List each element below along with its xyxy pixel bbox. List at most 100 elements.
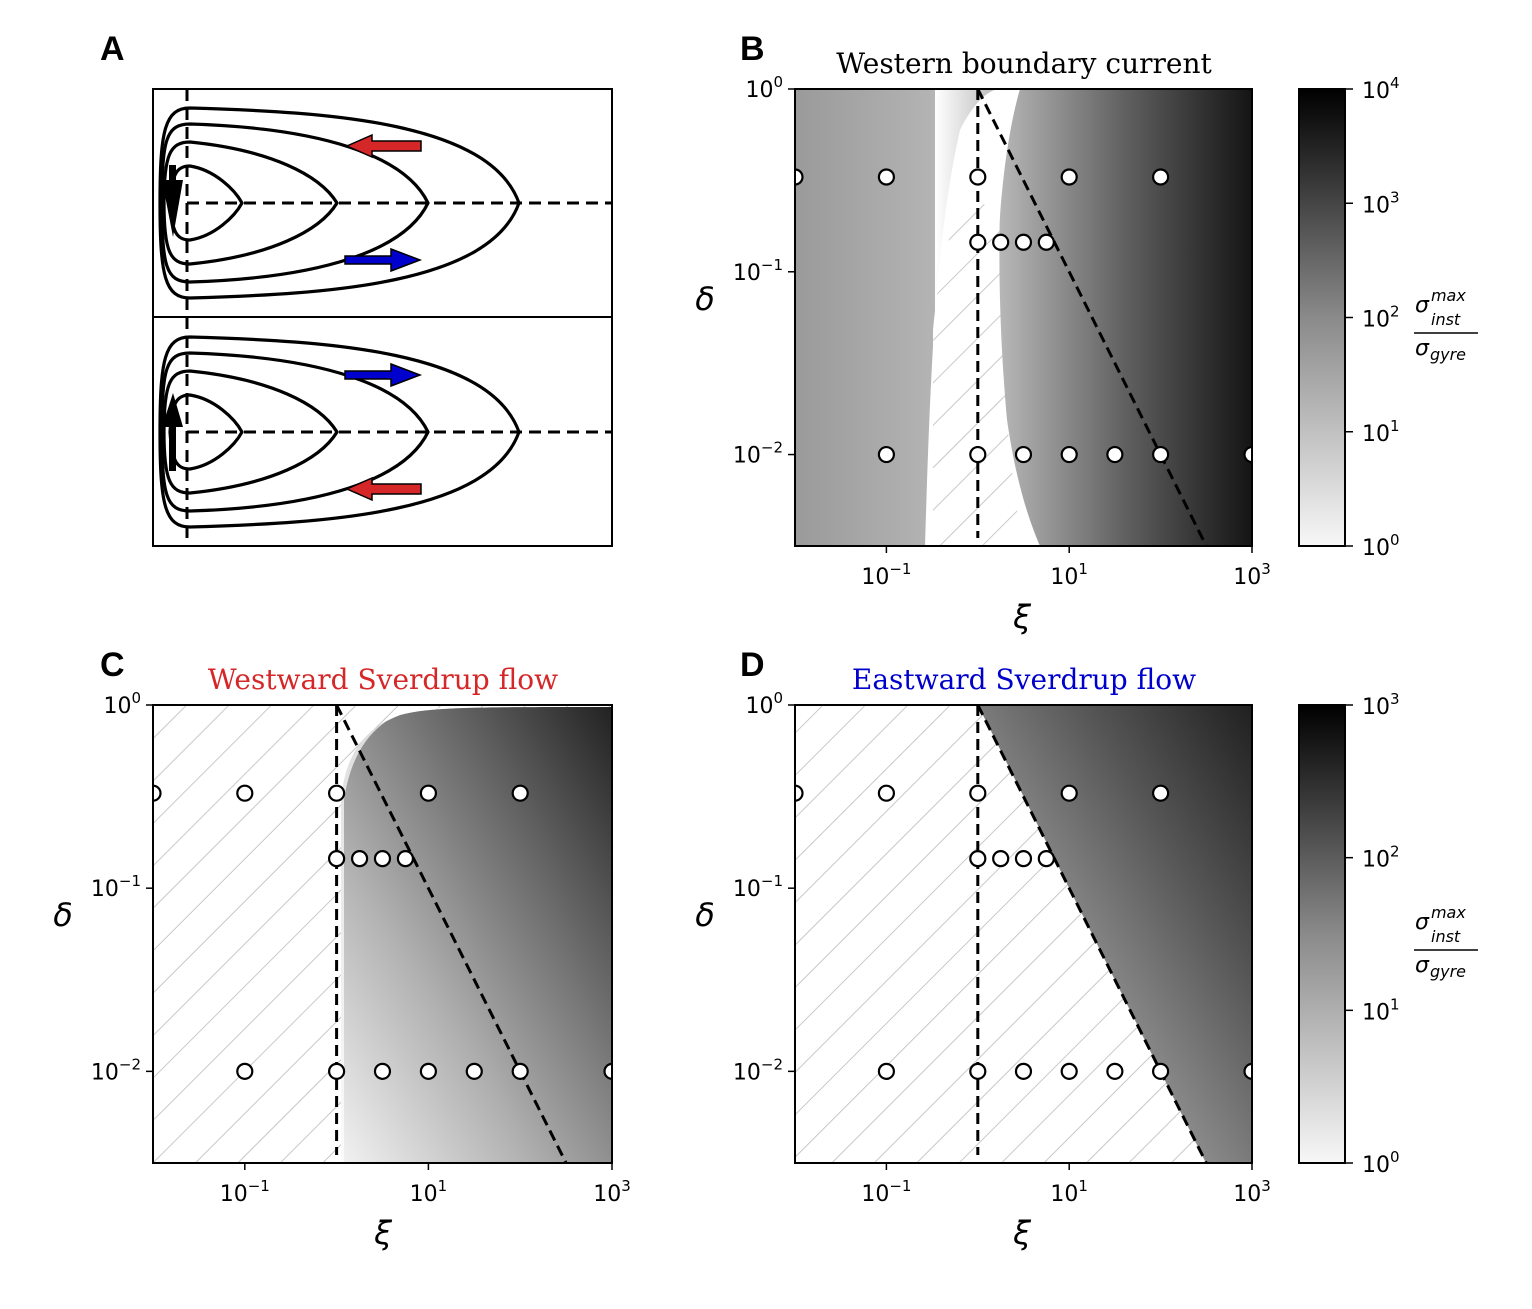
arrow-down-icon xyxy=(162,165,183,237)
colorbar-tick-label: 100 xyxy=(1362,1148,1400,1178)
data-point xyxy=(419,784,437,802)
panel-letter-a: A xyxy=(100,30,125,68)
x-tick-label: 103 xyxy=(1233,560,1271,590)
colorbar-label-d: σ max inst σgyre xyxy=(1414,903,1478,981)
tick-exponent: 3 xyxy=(1390,188,1400,206)
heatmap-region-unstable xyxy=(978,705,1252,1163)
data-point xyxy=(795,168,804,186)
heatmap-region-left xyxy=(795,89,935,546)
data-point xyxy=(328,850,346,868)
data-point-marker xyxy=(1151,168,1170,186)
data-point xyxy=(1014,445,1033,464)
tick-base: 10 xyxy=(1362,848,1390,873)
gyre-bottom xyxy=(153,317,612,546)
tick-exponent: 2 xyxy=(1390,303,1400,321)
tick-exponent: 1 xyxy=(438,1177,448,1195)
data-point-marker xyxy=(1014,445,1033,464)
data-point-marker xyxy=(1037,850,1055,868)
data-point xyxy=(877,168,896,186)
dashed-line-diagonal xyxy=(335,704,568,1164)
arrow-up-icon xyxy=(162,393,183,471)
axes-frame-d xyxy=(794,704,1253,1164)
data-point-marker xyxy=(511,784,529,802)
x-tick-label: 103 xyxy=(1233,1177,1271,1207)
tick-exponent: −1 xyxy=(761,256,783,274)
data-point xyxy=(396,850,415,868)
tick-base: 10 xyxy=(861,565,889,590)
heatmap-d xyxy=(795,705,1252,1163)
data-point xyxy=(795,784,804,802)
colorbar-tick-label: 104 xyxy=(1362,74,1400,104)
colorbar-label-num: σ max xyxy=(1415,286,1466,318)
data-point xyxy=(1014,233,1033,251)
x-tick-label: 103 xyxy=(593,1177,631,1207)
x-axis-label-c: ξ xyxy=(373,1214,393,1252)
data-point xyxy=(969,850,987,868)
data-point-marker xyxy=(1151,1062,1170,1080)
y-tick-label: 10−2 xyxy=(91,1055,141,1085)
y-tick-label: 100 xyxy=(103,689,141,719)
data-point xyxy=(1014,850,1033,868)
tick-base: 10 xyxy=(1362,1000,1390,1025)
data-point xyxy=(992,233,1010,251)
data-point xyxy=(877,1062,896,1080)
y-tick-label: 10−1 xyxy=(91,872,141,902)
tick-exponent: 3 xyxy=(1390,690,1400,708)
tick-base: 10 xyxy=(1050,1182,1078,1207)
tick-exponent: 0 xyxy=(1390,1148,1400,1166)
data-point-marker xyxy=(328,1062,346,1080)
tick-exponent: 3 xyxy=(1261,1177,1271,1195)
colorbar-tick-label: 101 xyxy=(1362,995,1400,1025)
panel-b: B Western boundary current 10−1 101 103100… xyxy=(695,30,1478,636)
data-point-marker xyxy=(1014,233,1033,251)
data-point xyxy=(419,1062,437,1080)
data-point xyxy=(1014,1062,1033,1080)
data-point xyxy=(328,1062,346,1080)
heatmap-c xyxy=(153,705,612,1163)
tick-exponent: −2 xyxy=(761,439,783,457)
tick-exponent: 1 xyxy=(1078,1177,1088,1195)
overlay-c xyxy=(153,704,612,1164)
streamline xyxy=(168,164,244,242)
colorbar-label-num: σ max xyxy=(1415,903,1466,935)
streamline xyxy=(162,140,339,266)
tick-exponent: 3 xyxy=(1261,560,1271,578)
tick-base: 10 xyxy=(1362,1153,1390,1178)
tick-base: 10 xyxy=(1362,308,1390,333)
data-point xyxy=(992,850,1010,868)
tick-base: 10 xyxy=(1362,422,1390,447)
y-axis-label-b: δ xyxy=(695,280,715,318)
data-point-marker xyxy=(1106,1062,1124,1080)
panel-a: A xyxy=(100,30,613,547)
tick-base: 10 xyxy=(103,694,131,719)
data-point xyxy=(236,1062,254,1080)
data-point xyxy=(1243,1062,1252,1080)
data-point-marker xyxy=(236,784,254,802)
data-point-marker xyxy=(877,445,896,464)
tick-base: 10 xyxy=(733,444,761,469)
data-point xyxy=(1106,1062,1124,1080)
data-point xyxy=(1060,168,1078,186)
data-point-marker xyxy=(465,1062,483,1080)
data-point xyxy=(373,850,392,868)
data-point-marker xyxy=(419,784,437,802)
data-point xyxy=(236,784,254,802)
tick-base: 10 xyxy=(1362,79,1390,104)
tick-base: 10 xyxy=(733,1060,761,1085)
panel-title-d: Eastward Sverdrup flow xyxy=(852,663,1196,696)
data-point xyxy=(969,168,987,186)
hatched-region xyxy=(933,200,1022,546)
data-point xyxy=(153,784,162,802)
data-point xyxy=(1060,445,1078,464)
x-tick-label: 101 xyxy=(410,1177,448,1207)
data-point-marker xyxy=(350,850,369,868)
tick-base: 10 xyxy=(1362,193,1390,218)
data-point xyxy=(1037,233,1055,251)
dashed-line-diagonal xyxy=(976,88,1208,547)
tick-base: 10 xyxy=(410,1182,438,1207)
data-point xyxy=(1151,784,1170,802)
